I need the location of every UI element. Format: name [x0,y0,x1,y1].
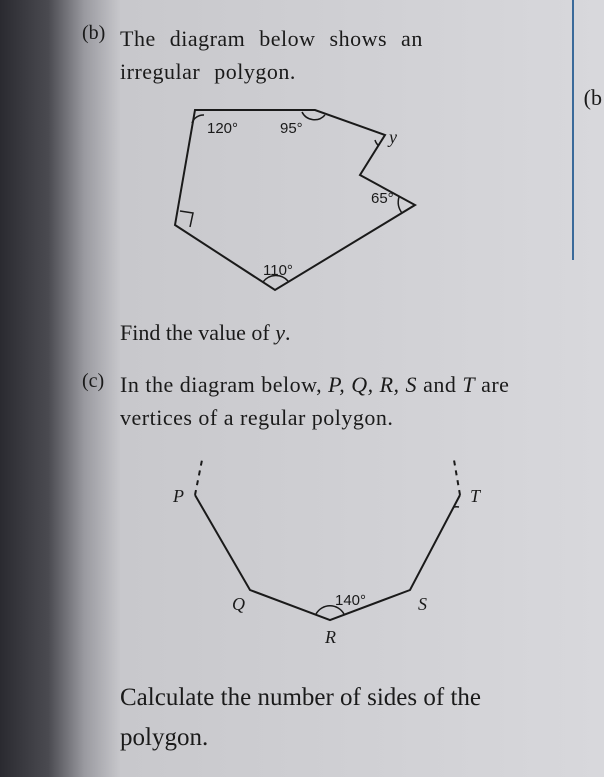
angle-label-y: y [387,127,397,147]
angle-label-140: 140° [335,592,366,609]
diagram-irregular-polygon: 120° 95° y 65° 110° [135,85,455,315]
dash-left [195,460,202,495]
right-angle-marker [180,211,193,227]
angle-label-110: 110° [263,262,293,279]
question-c-calc: Calculate the number of sides of the pol… [120,678,550,758]
find-text-pre: Find the value of [120,320,275,345]
label-t: T [470,486,482,506]
label-q: Q [232,594,245,614]
find-text-post: . [285,320,291,345]
c-intro-mid: and [417,372,462,397]
label-r: R [324,627,336,647]
label-p: P [172,486,184,506]
angle-label-120: 120° [207,120,238,137]
find-var: y [275,320,285,345]
c-vertices: P, Q, R, S [328,372,417,397]
edge-fragment: (b [584,85,602,111]
arc-y [375,140,379,146]
page: (b (b) The diagram below shows an irregu… [0,0,604,777]
question-b-intro: The diagram below shows an irregular pol… [120,22,480,88]
c-intro-pre: In the diagram below, [120,372,328,397]
dash-right [454,460,460,495]
arc-65 [398,197,402,213]
c-vertex-last: T [462,372,475,397]
question-c-label: (c) [82,370,104,393]
question-b-find: Find the value of y. [120,320,500,346]
diagram-regular-polygon: P Q R S T 140° [140,445,520,665]
question-b-label: (b) [82,22,105,45]
column-divider [572,0,574,260]
angle-label-95: 95° [280,120,303,137]
question-c-intro: In the diagram below, P, Q, R, S and T a… [120,368,540,434]
label-s: S [418,594,427,614]
angle-label-65: 65° [371,190,394,207]
